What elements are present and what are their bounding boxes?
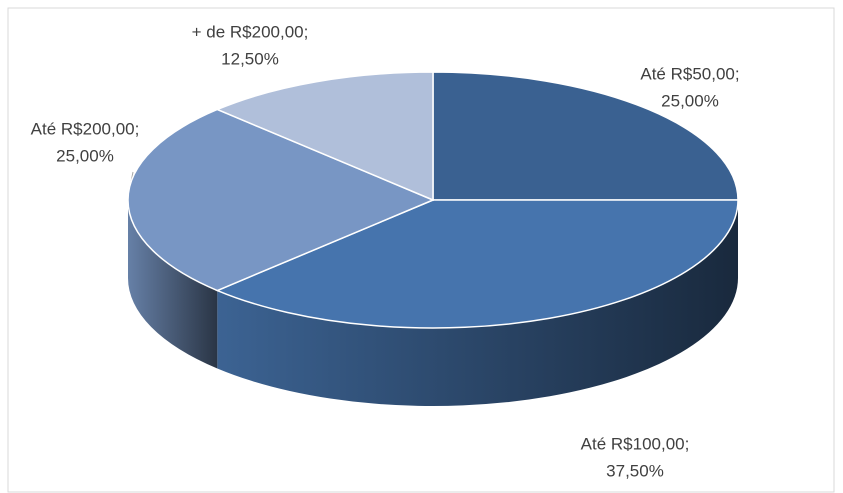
- slice-side: [217, 200, 739, 406]
- data-label-value: 37,50%: [606, 461, 664, 480]
- data-label-category: Até R$50,00;: [640, 64, 739, 83]
- slice: [432, 71, 739, 201]
- slice-side: [128, 200, 218, 369]
- data-label-value: 12,50%: [221, 49, 279, 68]
- data-label-value: 25,00%: [661, 91, 719, 110]
- data-label-category: Até R$100,00;: [581, 434, 690, 453]
- slice: [215, 199, 739, 329]
- data-label-category: Até R$200,00;: [31, 119, 140, 138]
- data-label-value: 25,00%: [56, 146, 114, 165]
- slice: [127, 108, 435, 292]
- data-label-category: + de R$200,00;: [192, 22, 309, 41]
- slice: [215, 71, 434, 202]
